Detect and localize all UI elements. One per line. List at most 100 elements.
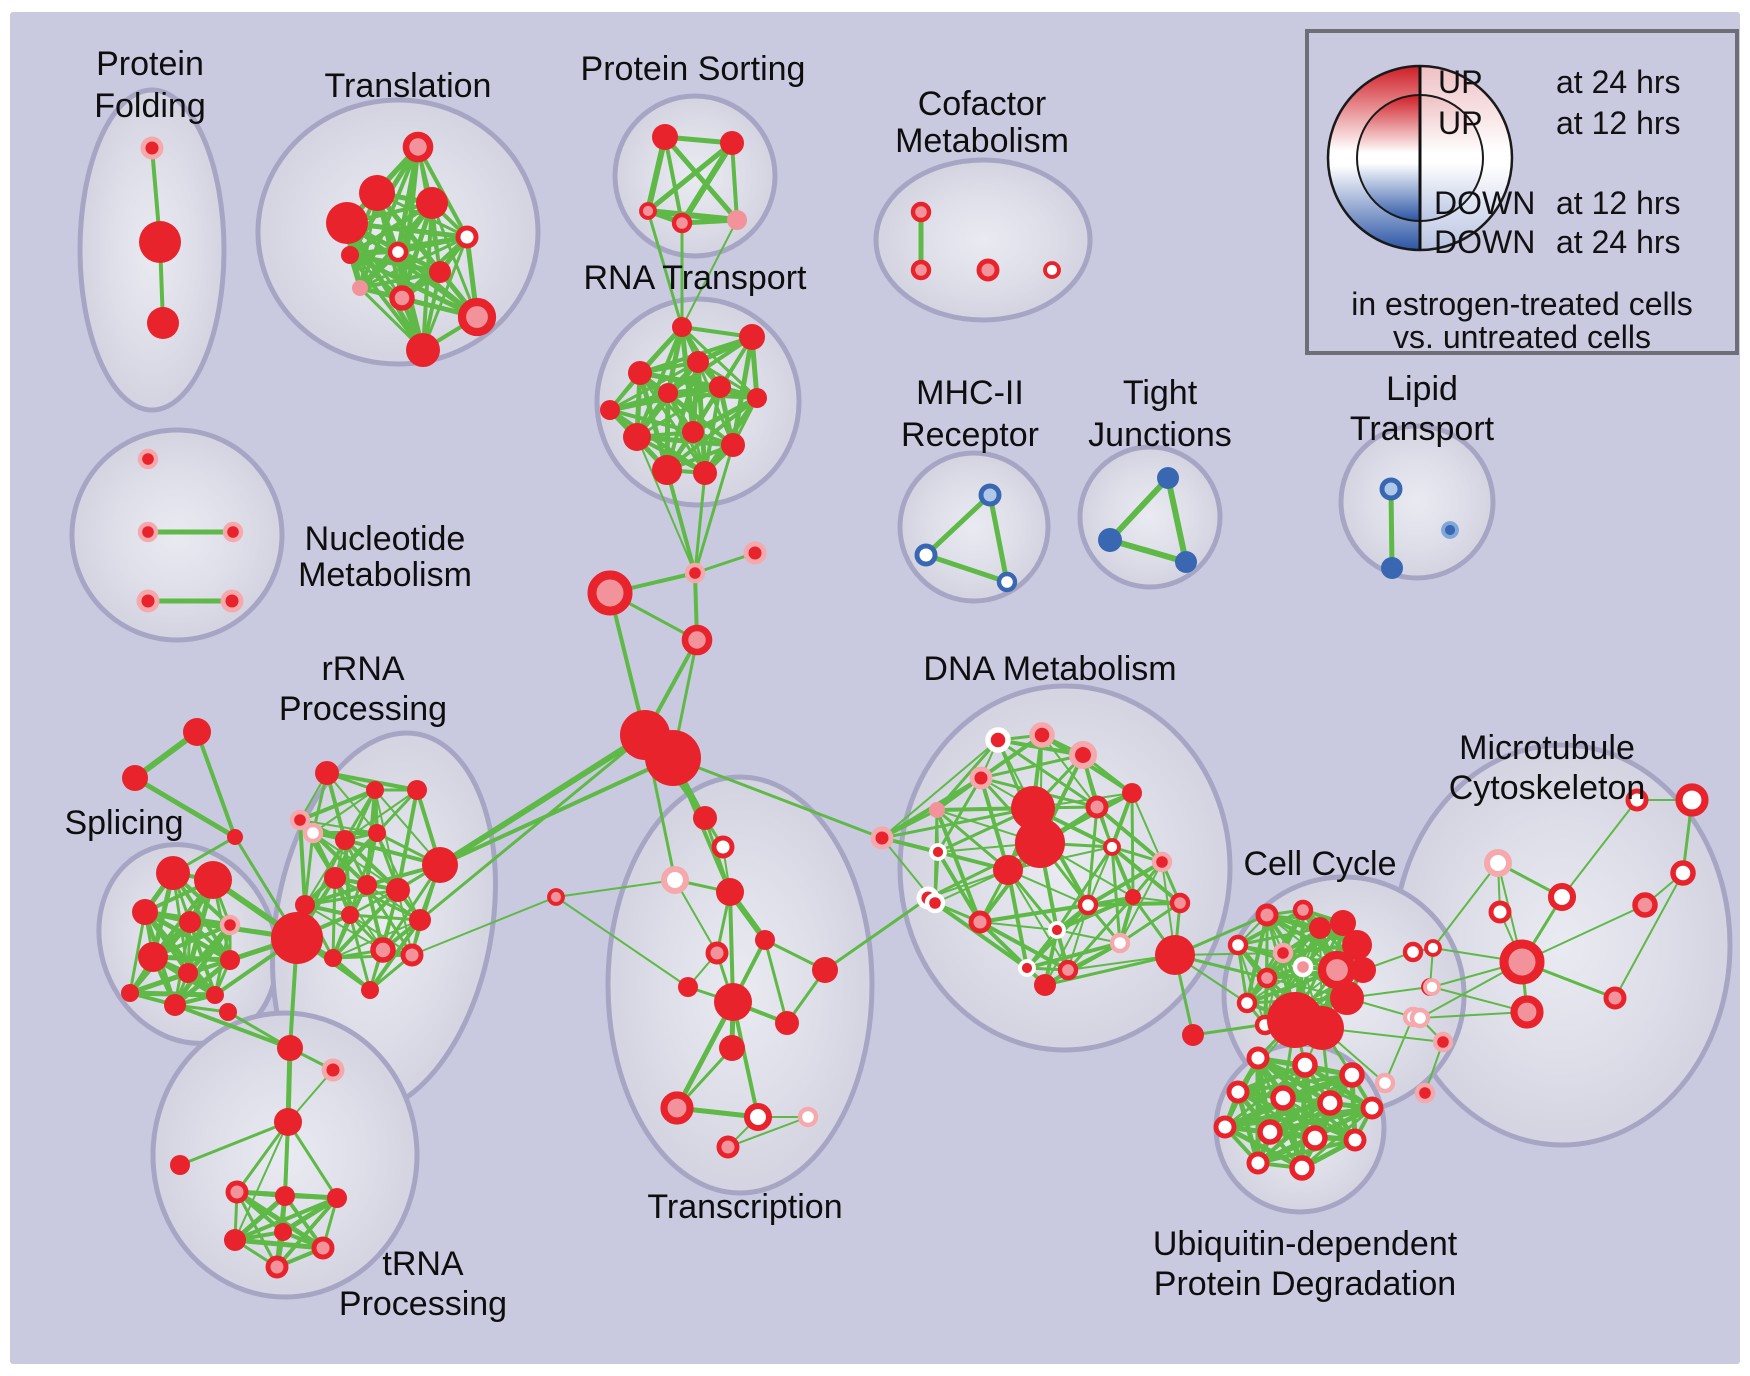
gene-node-mt10 [1670,860,1696,886]
cluster-blob-cofactor-metabolism [873,157,1093,323]
cluster-label-tight-junctions: Tight Junctions [1088,374,1232,454]
edge [173,920,192,1007]
gene-node-mh0 [978,483,1002,507]
gene-node-ub12 [1289,1155,1315,1181]
edge [396,788,419,892]
edge [1095,805,1164,864]
gene-node-rr0 [315,761,339,785]
edge [280,1195,340,1235]
gene-node-dm10 [1085,795,1109,819]
gene-node-rt8 [682,421,704,443]
edge [1110,845,1182,905]
gene-node-tn8 [265,1255,289,1279]
edge [132,775,238,840]
gene-node-pf1 [139,221,181,263]
gene-node-dm12 [1151,851,1173,873]
gene-node-tx10 [812,957,838,983]
gene-node-cc5 [1350,957,1376,983]
edge [304,839,346,906]
edge [1086,805,1099,907]
gene-node-bw0 [547,888,565,906]
gene-node-nm0 [137,448,159,470]
edge [298,818,307,907]
edge [979,776,1010,872]
edge [671,756,884,840]
edge [987,492,1010,585]
gene-node-dm1 [1029,722,1055,748]
edge [1006,868,1029,970]
legend-time-label: at 24 hrs [1556,64,1681,100]
edge [1007,846,1113,871]
edge [690,395,760,435]
cluster-label-lipid-transport: Lipid Transport [1350,370,1495,448]
gene-node-cf0 [910,201,932,223]
gene-node-cc20 [1414,1082,1436,1104]
gene-node-tj1 [1098,528,1122,552]
edge [343,838,352,917]
edge [298,788,377,822]
gene-node-tl10 [406,333,440,367]
gene-node-tx9 [775,1011,799,1035]
gene-node-ub5 [1317,1090,1343,1116]
gene-node-ub11 [1246,1151,1270,1175]
edge [665,468,697,575]
gene-node-ub1 [1292,1052,1318,1078]
gene-node-mt9 [1675,783,1709,817]
gene-node-rrX [271,912,323,964]
edge [923,552,1010,585]
gene-node-rt12 [600,400,620,420]
gene-node-mt7 [1423,978,1441,996]
gene-node-mt1 [1547,882,1577,912]
edge [1110,845,1135,899]
gene-node-sp3 [179,911,201,933]
gene-node-dm13 [929,843,947,861]
gene-node-rr14 [370,937,396,963]
edge [235,1120,290,1194]
edge [881,739,999,839]
cluster-blob-lipid-transport [1338,423,1496,581]
edge [1388,486,1395,571]
edge [347,252,443,275]
edge [978,903,1090,924]
gene-node-rt6 [747,388,767,408]
edge [1007,869,1069,971]
legend-direction-label: DOWN [1434,224,1535,260]
gene-node-dm5 [870,826,894,850]
gene-node-ps1 [720,131,744,155]
edge [1110,845,1122,945]
edge [348,253,425,352]
legend-direction-label: DOWN [1434,185,1535,221]
edge [936,850,982,924]
gene-node-mt2 [1488,900,1512,924]
gene-node-tn6 [274,1223,292,1241]
gene-node-sp4 [219,914,241,936]
edge [430,201,479,319]
edge [663,135,684,225]
edge [374,789,399,891]
edge [312,789,376,834]
cluster-label-protein-sorting: Protein Sorting [581,50,806,88]
gene-node-tl9 [457,297,497,337]
edge [608,391,670,412]
gene-node-sp8 [121,984,139,1002]
gene-node-rr10 [386,878,410,902]
gene-node-tl7 [352,280,368,296]
edge [334,877,384,951]
gene-node-rr2 [407,780,427,800]
legend-caption-line: vs. untreated cells [1393,319,1651,355]
gene-node-cc8 [1292,956,1314,978]
gene-node-ub8 [1257,1119,1283,1145]
gene-node-rr11 [295,895,315,915]
edge [195,730,237,839]
edge [127,990,218,998]
gene-node-rr4 [302,822,324,844]
gene-node-dm19 [1018,959,1036,977]
gene-node-nm2 [222,521,244,543]
gene-node-dm20 [1057,959,1079,981]
edge [275,1196,339,1269]
gene-node-ch0 [587,570,633,616]
legend-time-label: at 24 hrs [1556,224,1681,260]
gene-node-ub10 [1343,1128,1367,1152]
edge [172,922,233,1008]
gene-node-cf3 [1043,261,1061,279]
